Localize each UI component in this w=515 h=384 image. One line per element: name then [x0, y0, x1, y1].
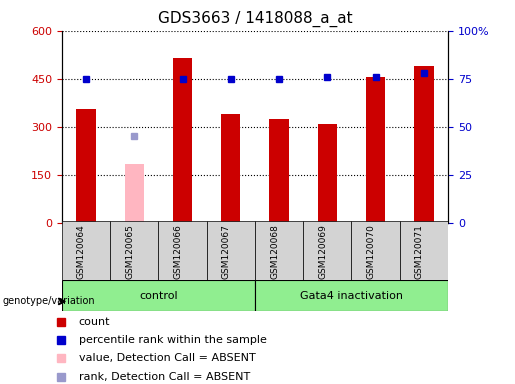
Text: GSM120067: GSM120067 — [222, 224, 231, 279]
FancyBboxPatch shape — [62, 221, 110, 280]
Text: Gata4 inactivation: Gata4 inactivation — [300, 291, 403, 301]
Text: GSM120065: GSM120065 — [125, 224, 134, 279]
Text: GSM120066: GSM120066 — [174, 224, 182, 279]
FancyBboxPatch shape — [351, 221, 400, 280]
Bar — [269, 119, 289, 223]
Text: rank, Detection Call = ABSENT: rank, Detection Call = ABSENT — [79, 372, 250, 382]
Bar — [414, 66, 434, 223]
Bar — [125, 164, 144, 223]
Text: percentile rank within the sample: percentile rank within the sample — [79, 335, 267, 345]
Text: GSM120070: GSM120070 — [367, 224, 375, 279]
Title: GDS3663 / 1418088_a_at: GDS3663 / 1418088_a_at — [158, 10, 352, 26]
Bar — [221, 114, 241, 223]
Bar — [76, 109, 96, 223]
FancyBboxPatch shape — [110, 221, 159, 280]
Text: GSM120071: GSM120071 — [415, 224, 424, 279]
Text: count: count — [79, 317, 110, 327]
FancyBboxPatch shape — [62, 280, 255, 311]
Text: genotype/variation: genotype/variation — [3, 296, 95, 306]
Text: GSM120064: GSM120064 — [77, 224, 86, 278]
FancyBboxPatch shape — [207, 221, 255, 280]
FancyBboxPatch shape — [303, 221, 351, 280]
Text: value, Detection Call = ABSENT: value, Detection Call = ABSENT — [79, 353, 255, 364]
Text: GSM120069: GSM120069 — [318, 224, 328, 279]
Text: GSM120068: GSM120068 — [270, 224, 279, 279]
FancyBboxPatch shape — [159, 221, 207, 280]
FancyBboxPatch shape — [400, 221, 448, 280]
FancyBboxPatch shape — [255, 221, 303, 280]
FancyBboxPatch shape — [255, 280, 448, 311]
Bar — [173, 58, 192, 223]
Bar — [318, 124, 337, 223]
Text: control: control — [139, 291, 178, 301]
Bar — [366, 77, 385, 223]
